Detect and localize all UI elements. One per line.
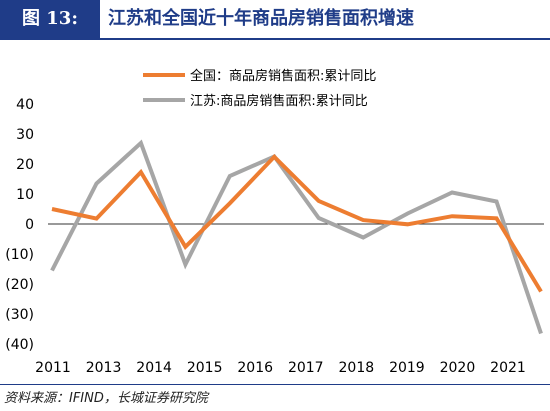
x-tick-label: 2015	[187, 360, 223, 376]
y-tick-label: 0	[25, 217, 34, 233]
x-tick-label: 2020	[440, 360, 476, 376]
source-note: 资料来源：IFIND，长城证券研究院	[4, 391, 208, 406]
footer-rule	[0, 384, 550, 385]
x-tick-label: 2011	[35, 360, 71, 376]
x-tick-label: 2018	[339, 360, 375, 376]
y-tick-label: (40)	[5, 337, 34, 353]
y-tick-label: 30	[16, 127, 34, 143]
chart-title: 江苏和全国近十年商品房销售面积增速	[108, 8, 414, 29]
y-tick-label: (30)	[5, 307, 34, 323]
legend-label: 全国：商品房销售面积:累计同比	[190, 68, 376, 84]
figure-label: 图 13:	[0, 0, 100, 38]
y-axis: (40) (30) (20) (10) 0 10 20 30 40	[5, 97, 544, 353]
series-line	[51, 153, 543, 293]
x-tick-label: 2013	[86, 360, 122, 376]
x-tick-label: 2014	[136, 360, 172, 376]
y-tick-label: (10)	[5, 247, 34, 263]
legend-label: 江苏:商品房销售面积:累计同比	[190, 93, 368, 109]
figure-header: 图 13: 江苏和全国近十年商品房销售面积增速	[0, 0, 550, 38]
x-tick-label: 2016	[237, 360, 273, 376]
y-tick-label: 20	[16, 157, 34, 173]
x-axis: 2011 2013 2014 2015 2016 2017 2018 2019 2020 2021	[35, 360, 526, 376]
y-tick-label: (20)	[5, 277, 34, 293]
series-line	[50, 139, 543, 335]
series-group	[50, 139, 543, 335]
header-rule	[0, 38, 550, 40]
y-tick-label: 10	[16, 187, 34, 203]
x-tick-label: 2017	[288, 360, 324, 376]
x-tick-label: 2021	[490, 360, 526, 376]
y-tick-label: 40	[16, 97, 34, 113]
x-tick-label: 2019	[389, 360, 425, 376]
